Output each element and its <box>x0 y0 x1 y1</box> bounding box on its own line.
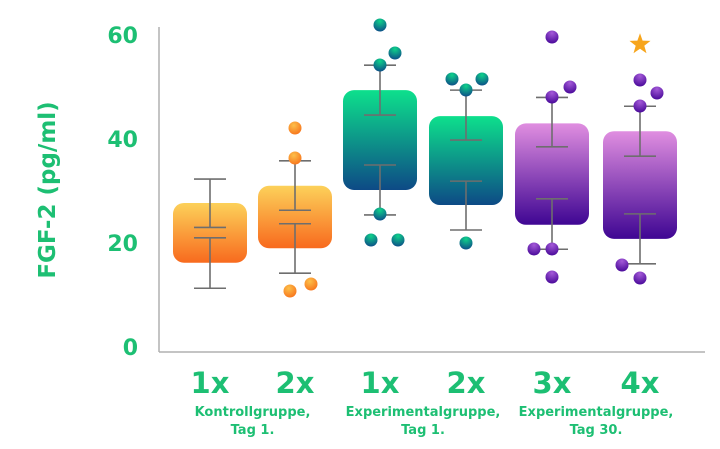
group-label-line1: Experimentalgruppe, <box>519 405 674 420</box>
data-point <box>373 58 387 72</box>
data-point <box>283 284 297 298</box>
data-point <box>373 207 387 221</box>
box-6 <box>603 73 677 285</box>
data-point <box>633 99 647 113</box>
axes <box>158 27 705 353</box>
box-body <box>173 202 247 263</box>
data-point <box>475 72 489 86</box>
y-tick-label: 0 <box>123 336 138 361</box>
box-body <box>603 131 677 239</box>
x-category-label: 2x <box>447 366 486 400</box>
group-label-line1: Kontrollgruppe, <box>195 405 311 420</box>
data-point <box>527 242 541 256</box>
data-point <box>545 270 559 284</box>
y-axis-label: FGF-2 (pg/ml) <box>35 101 61 278</box>
box-4 <box>429 72 503 250</box>
group-labels: Kontrollgruppe, Tag 1. Experimentalgruppe,… <box>195 405 674 438</box>
y-tick-labels: 0 20 40 60 <box>107 24 138 361</box>
box-5 <box>515 30 589 284</box>
data-point <box>545 90 559 104</box>
data-point <box>545 30 559 44</box>
data-point <box>391 233 405 247</box>
y-tick-label: 40 <box>107 128 138 153</box>
data-point <box>364 233 378 247</box>
x-category-labels: 1x 2x 1x 2x 3x 4x <box>191 366 660 400</box>
box-3 <box>343 18 417 247</box>
box-body <box>258 185 332 249</box>
box-body <box>343 90 417 190</box>
star-icon <box>629 33 651 54</box>
data-point <box>545 242 559 256</box>
group-label-line2: Tag 30. <box>570 423 623 438</box>
group-label-line1: Experimentalgruppe, <box>346 405 501 420</box>
data-point <box>459 236 473 250</box>
data-point <box>373 18 387 32</box>
box-body <box>429 116 503 206</box>
y-tick-label: 60 <box>107 24 138 49</box>
data-point <box>650 86 664 100</box>
x-category-label: 1x <box>191 366 230 400</box>
boxes <box>173 18 677 298</box>
data-point <box>633 271 647 285</box>
y-tick-label: 20 <box>107 232 138 257</box>
data-point <box>633 73 647 87</box>
data-point <box>459 83 473 97</box>
data-point <box>615 258 629 272</box>
data-point <box>388 46 402 60</box>
x-category-label: 4x <box>621 366 660 400</box>
group-label-line2: Tag 1. <box>401 423 445 438</box>
box-body <box>515 123 589 225</box>
data-point <box>288 151 302 165</box>
x-category-label: 2x <box>276 366 315 400</box>
data-point <box>288 121 302 135</box>
x-category-label: 1x <box>361 366 400 400</box>
data-point <box>304 277 318 291</box>
x-category-label: 3x <box>533 366 572 400</box>
data-point <box>563 80 577 94</box>
group-label-line2: Tag 1. <box>231 423 275 438</box>
box-2 <box>258 121 332 298</box>
data-point <box>445 72 459 86</box>
box-1 <box>173 178 247 290</box>
